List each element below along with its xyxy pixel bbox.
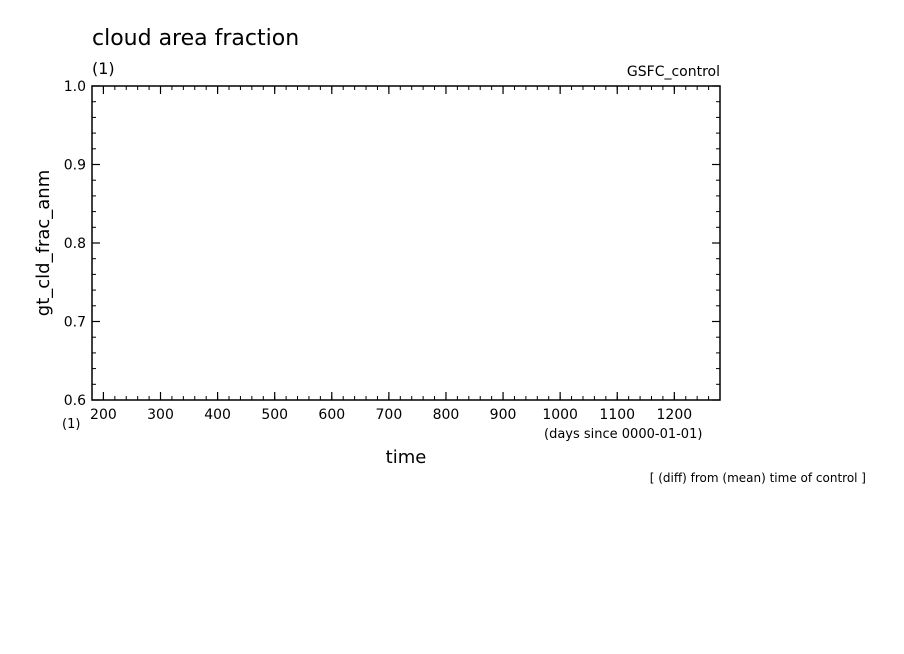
- x-tick-label: 700: [376, 407, 403, 423]
- x-tick-label: 200: [90, 407, 117, 423]
- y-unit: (1): [62, 417, 80, 432]
- x-unit: (days since 0000-01-01): [544, 427, 702, 442]
- y-tick-label: 0.6: [64, 393, 86, 409]
- x-tick-label: 900: [490, 407, 517, 423]
- y-tick-label: 0.9: [64, 158, 86, 174]
- chart-title: cloud area fraction: [92, 26, 299, 51]
- y-tick-label: 0.7: [64, 315, 86, 331]
- plot-frame: [91, 85, 721, 401]
- x-tick-label: 1000: [542, 407, 578, 423]
- chart-note: [ (diff) from (mean) time of control ]: [650, 471, 866, 485]
- x-tick-label: 800: [433, 407, 460, 423]
- x-tick-label: 1100: [599, 407, 635, 423]
- y-tick-labels: 0.6 0.7 0.8 0.9 1.0: [64, 79, 86, 409]
- axis-ticks: [91, 85, 721, 401]
- x-tick-labels: 200 300 400 500 600 700 800 900 1000 1100 1200: [90, 407, 692, 423]
- y-axis-label: gt_cld_frac_anm: [33, 170, 54, 316]
- y-tick-label: 0.8: [64, 236, 86, 252]
- title-unit: (1): [92, 59, 115, 78]
- x-tick-label: 600: [318, 407, 345, 423]
- x-tick-label: 400: [204, 407, 231, 423]
- x-tick-label: 500: [261, 407, 288, 423]
- x-tick-label: 1200: [657, 407, 693, 423]
- x-axis-label: time: [386, 447, 427, 468]
- x-tick-label: 300: [147, 407, 174, 423]
- y-tick-label: 1.0: [64, 79, 86, 95]
- dataset-label: GSFC_control: [627, 64, 720, 80]
